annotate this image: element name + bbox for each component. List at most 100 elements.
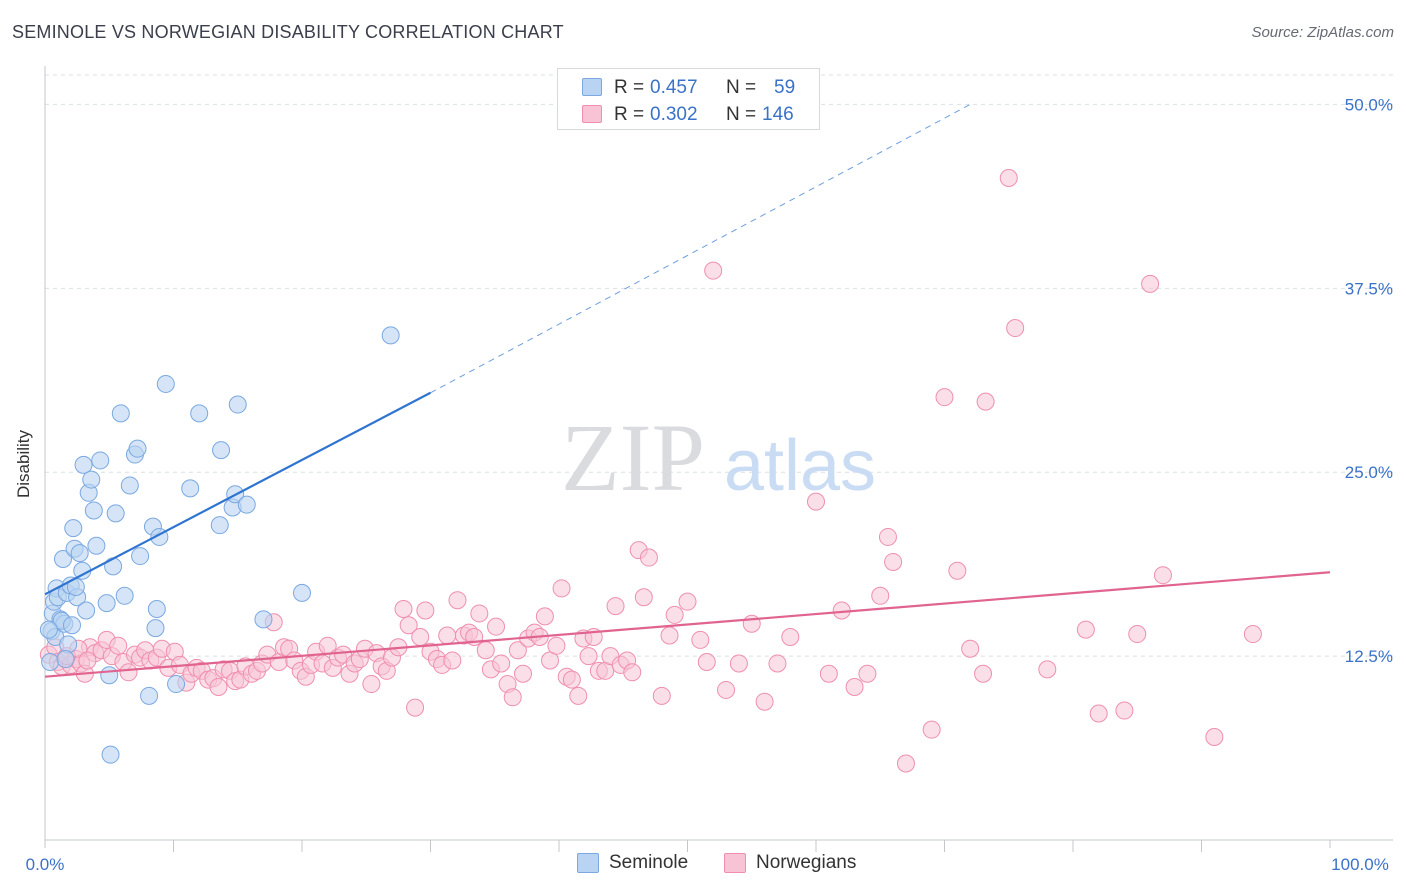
axes (44, 66, 1393, 852)
seminole-point (156, 374, 175, 393)
norwegians-n-value: 146 (762, 104, 794, 125)
norwegians-point (487, 617, 506, 636)
norwegians-point (1153, 566, 1172, 585)
seminole-point (128, 439, 147, 458)
norwegians-point (399, 616, 418, 635)
seminole-trend-line (44, 391, 432, 596)
norwegians-point (896, 754, 915, 773)
norwegians-point (78, 651, 97, 670)
seminole-legend-label: Seminole (609, 852, 689, 873)
norwegians-point (665, 605, 684, 624)
norwegians-point (1089, 704, 1108, 723)
source-label: Source: ZipAtlas.com (1251, 24, 1394, 41)
norwegians-point (652, 686, 671, 705)
seminole-point (111, 404, 130, 423)
norwegians-point (845, 678, 864, 696)
seminole-point (59, 635, 78, 654)
norwegians-trend-line (44, 571, 1331, 678)
y-tick-label: 50.0% (1345, 95, 1393, 114)
norwegians-point (1076, 620, 1095, 639)
seminole-n-value: 59 (774, 77, 796, 98)
seminole-point (131, 547, 150, 566)
seminole-point (181, 479, 200, 498)
norwegians-point (819, 664, 838, 683)
norwegians-point (1115, 701, 1134, 720)
norwegians-point (552, 579, 571, 598)
seminole-point (212, 441, 231, 460)
seminole-point (190, 404, 209, 423)
norwegians-legend-swatch (724, 853, 746, 873)
norwegians-point (438, 626, 457, 645)
seminole-point (84, 501, 103, 520)
tick-labels: 12.5% 25.0% 37.5% 50.0% 0.0% 100.0% (26, 95, 1393, 874)
seminole-point (293, 583, 311, 602)
norwegians-point (922, 720, 941, 739)
norwegians-point (443, 651, 462, 670)
norwegians-point (678, 592, 697, 611)
norwegians-point (547, 636, 566, 655)
norwegians-point (961, 639, 980, 658)
seminole-point (77, 601, 96, 620)
norwegians-point (639, 548, 658, 567)
seminole-point (140, 686, 159, 705)
legend-row-norwegians: R = 0.302 N = 146 (558, 100, 819, 128)
norwegians-point (660, 626, 679, 645)
norwegians-point (1141, 274, 1160, 293)
n-label: N = (726, 77, 757, 98)
norwegians-point (781, 627, 800, 646)
norwegians-point (858, 664, 877, 683)
norwegians-point (871, 586, 890, 605)
seminole-point (101, 745, 120, 764)
norwegians-point (535, 607, 554, 626)
norwegians-point (606, 597, 625, 616)
norwegians-point (1006, 319, 1025, 338)
seminole-point (147, 600, 166, 619)
norwegians-point (884, 552, 903, 571)
seminole-points (39, 326, 400, 764)
norwegians-point (569, 686, 588, 705)
seminole-swatch (582, 78, 602, 96)
seminole-point (115, 586, 134, 605)
norwegians-point (948, 561, 967, 580)
seminole-point (104, 557, 123, 576)
watermark-atlas: atlas (724, 426, 876, 506)
norwegians-point (476, 641, 495, 660)
seminole-point (91, 451, 110, 470)
norwegians-point (1205, 728, 1224, 747)
seminole-point (228, 395, 247, 414)
norwegians-point (878, 527, 897, 546)
seminole-point (146, 619, 165, 638)
norwegians-point (1243, 625, 1262, 644)
norwegians-point (448, 591, 467, 610)
seminole-point (87, 536, 106, 555)
norwegians-point (697, 652, 716, 671)
watermark: ZIP atlas (561, 404, 876, 511)
norwegians-point (717, 680, 736, 699)
watermark-zip: ZIP (561, 404, 705, 511)
y-tick-label: 25.0% (1345, 463, 1393, 482)
seminole-point (64, 519, 83, 538)
seminole-point (381, 326, 400, 345)
norwegians-point (974, 664, 993, 683)
seminole-point (62, 616, 81, 635)
legend-box: R = 0.457 N = 59 R = 0.302 N = 146 (557, 68, 820, 130)
seminole-point (56, 650, 75, 669)
norwegians-point (411, 627, 430, 646)
norwegians-point (492, 654, 511, 673)
r-label: R = (614, 77, 645, 98)
y-tick-label: 37.5% (1345, 279, 1393, 298)
seminole-point (70, 544, 89, 563)
norwegians-swatch (582, 105, 602, 123)
seminole-point (41, 652, 60, 671)
seminole-point (120, 476, 139, 495)
norwegians-point (935, 388, 954, 407)
norwegians-point (508, 641, 527, 660)
norwegians-r-value: 0.302 (650, 104, 698, 125)
r-label: R = (614, 104, 645, 125)
norwegians-point (755, 692, 774, 711)
y-tick-label: 12.5% (1345, 647, 1393, 666)
seminole-point (39, 620, 58, 639)
norwegians-point (562, 670, 581, 689)
legend-row-seminole: R = 0.457 N = 59 (558, 73, 819, 101)
norwegians-point (768, 654, 787, 673)
